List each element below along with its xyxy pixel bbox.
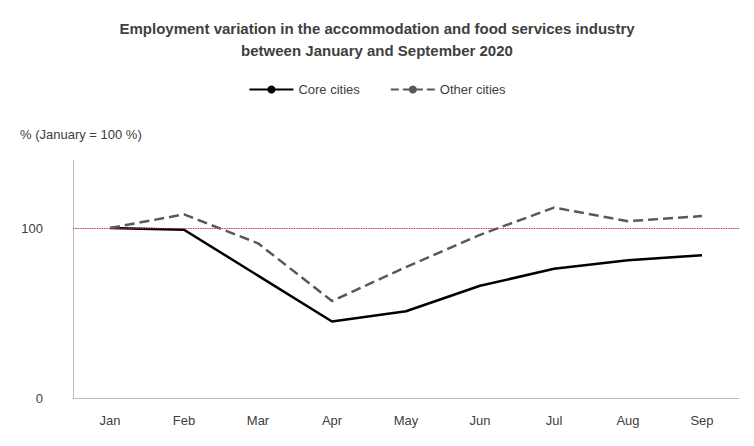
svg-text:between January and September: between January and September 2020 [241, 42, 513, 59]
svg-text:Jul: Jul [546, 413, 563, 428]
svg-text:Core cities: Core cities [298, 82, 360, 97]
svg-text:% (January = 100 %): % (January = 100 %) [20, 127, 142, 142]
svg-text:Mar: Mar [247, 413, 270, 428]
svg-text:Jan: Jan [100, 413, 121, 428]
svg-text:May: May [394, 413, 419, 428]
svg-text:Sep: Sep [690, 413, 713, 428]
svg-text:0: 0 [36, 391, 43, 406]
svg-text:Feb: Feb [173, 413, 195, 428]
svg-text:Aug: Aug [616, 413, 639, 428]
svg-text:Jun: Jun [470, 413, 491, 428]
svg-text:Apr: Apr [322, 413, 343, 428]
svg-text:Other cities: Other cities [440, 82, 506, 97]
svg-text:100: 100 [21, 221, 43, 236]
svg-text:Employment variation in the ac: Employment variation in the accommodatio… [119, 20, 635, 37]
